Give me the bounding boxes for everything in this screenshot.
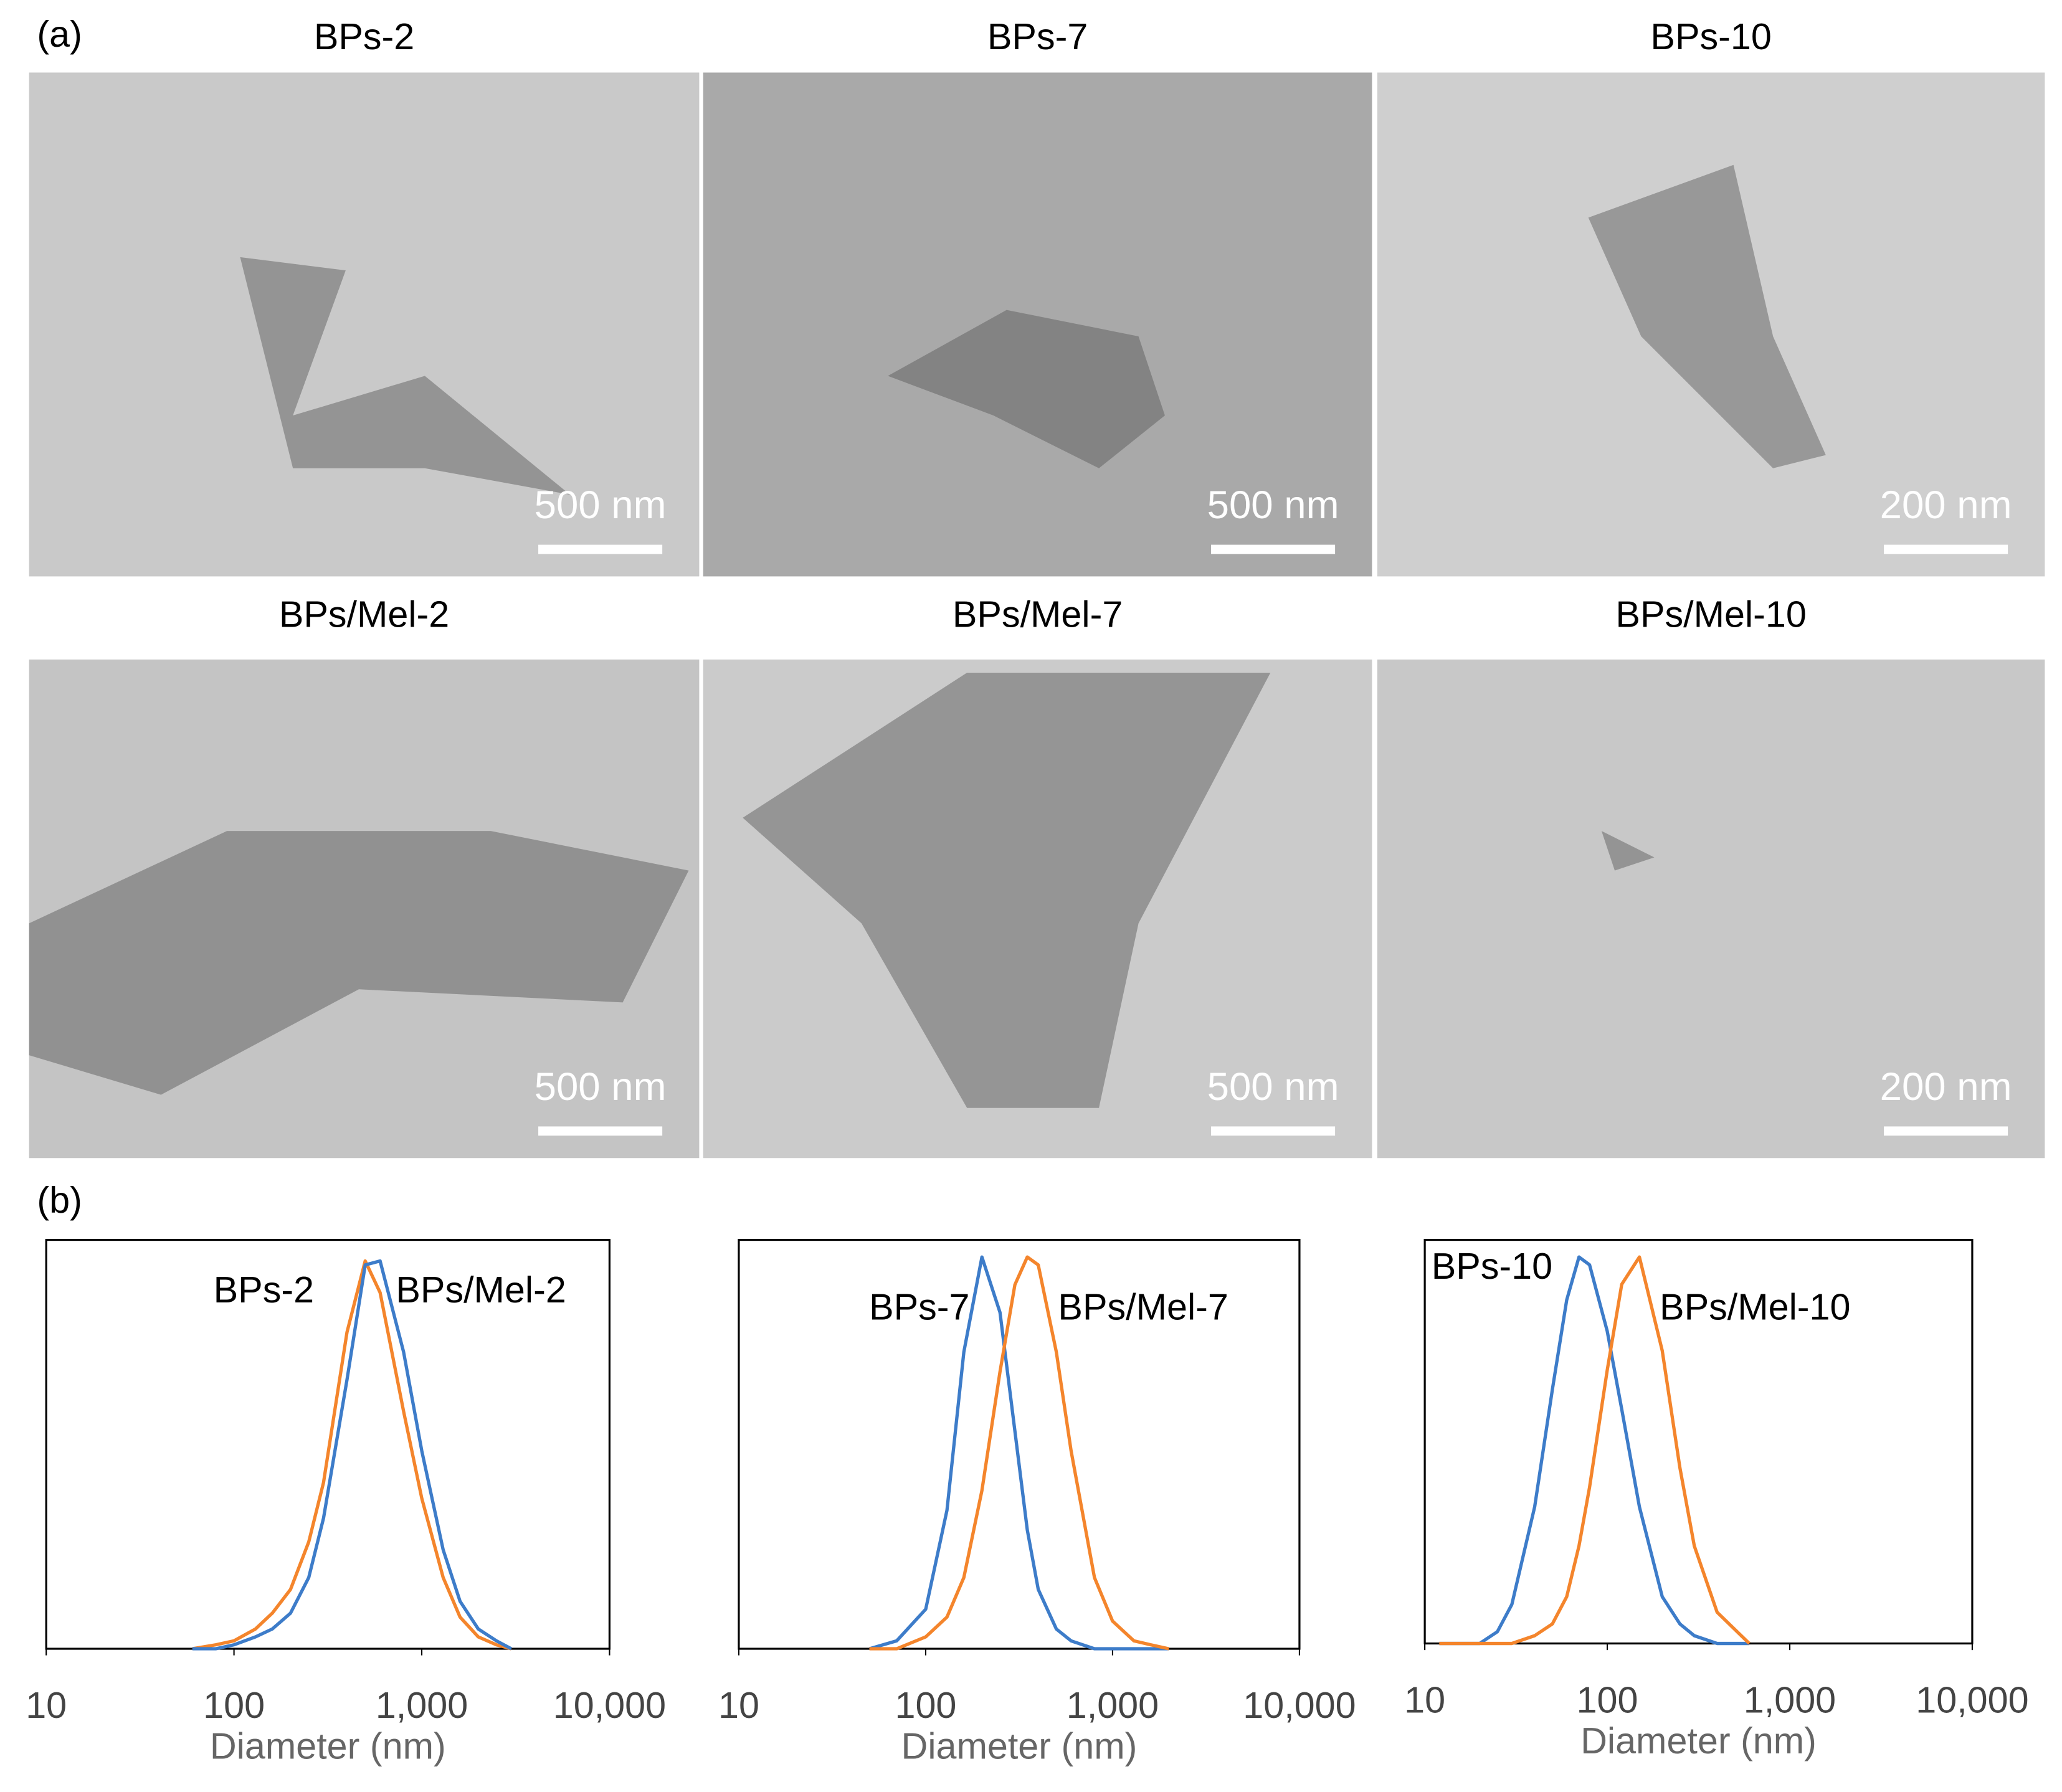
image-title: BPs/Mel-2 [279,594,449,635]
x-tick-label: 10,000 [1243,1684,1356,1726]
x-tick-label: 10 [1404,1679,1445,1721]
tem-image [1377,72,2045,577]
x-tick-label: 100 [895,1684,956,1726]
x-axis-label: Diameter (nm) [901,1725,1138,1767]
scale-bar [1884,544,2008,554]
series-line [1439,1255,1750,1646]
image-title: BPs-10 [1650,16,1771,57]
tem-image [29,659,700,1159]
series-label: BPs-7 [869,1286,969,1327]
series-line [869,1255,1169,1651]
series-line [1439,1255,1751,1646]
series-label: BPs/Mel-7 [1058,1286,1228,1327]
tem-image [703,659,1372,1159]
plot-frame [738,1238,1301,1650]
series-line [192,1259,513,1651]
scale-bar [1884,1126,2008,1136]
scale-bar-label: 500 nm [1207,1064,1339,1109]
tem-image [703,72,1372,577]
x-tick-label: 10 [718,1684,759,1726]
x-tick-label: 1,000 [376,1684,468,1726]
series-label: BPs/Mel-10 [1660,1286,1850,1327]
scale-bar-label: 200 nm [1880,1064,2012,1109]
x-tick-label: 10 [26,1684,67,1726]
x-tick-label: 100 [203,1684,265,1726]
scale-bar-label: 500 nm [535,1064,667,1109]
plot-frame [45,1238,611,1650]
particle [888,310,1165,468]
scale-bar [538,544,663,554]
particle [29,831,689,1095]
image-title: BPs/Mel-10 [1615,594,1806,635]
x-tick-label: 1,000 [1744,1679,1836,1721]
image-title: BPs/Mel-7 [953,594,1123,635]
scale-bar-label: 500 nm [535,483,667,527]
series-label: BPs-2 [214,1269,314,1311]
x-tick-label: 10,000 [1916,1679,2028,1721]
scale-bar [538,1126,663,1136]
image-title: BPs-7 [987,16,1088,57]
panel-label: (a) [37,13,82,55]
scale-bar [1211,1126,1336,1136]
x-axis-label: Diameter (nm) [210,1725,446,1767]
x-tick-label: 1,000 [1067,1684,1159,1726]
particle [743,672,1271,1108]
tem-image [1377,659,2045,1159]
scale-bar [1211,544,1336,554]
x-axis-label: Diameter (nm) [1580,1720,1817,1761]
scale-bar-label: 500 nm [1207,483,1339,527]
image-title: BPs-2 [314,16,414,57]
particle [240,257,570,495]
series-label: BPs/Mel-2 [396,1269,566,1311]
x-tick-label: 100 [1577,1679,1638,1721]
series-line [868,1255,1169,1651]
particle [1588,164,1826,468]
panel-label: (b) [37,1179,82,1221]
plot-frame [1423,1238,1974,1645]
particle [1601,831,1655,871]
tem-image [29,72,700,577]
scale-bar-label: 200 nm [1880,483,2012,527]
x-tick-label: 10,000 [553,1684,666,1726]
series-line [192,1259,512,1651]
series-label: BPs-10 [1432,1245,1552,1287]
